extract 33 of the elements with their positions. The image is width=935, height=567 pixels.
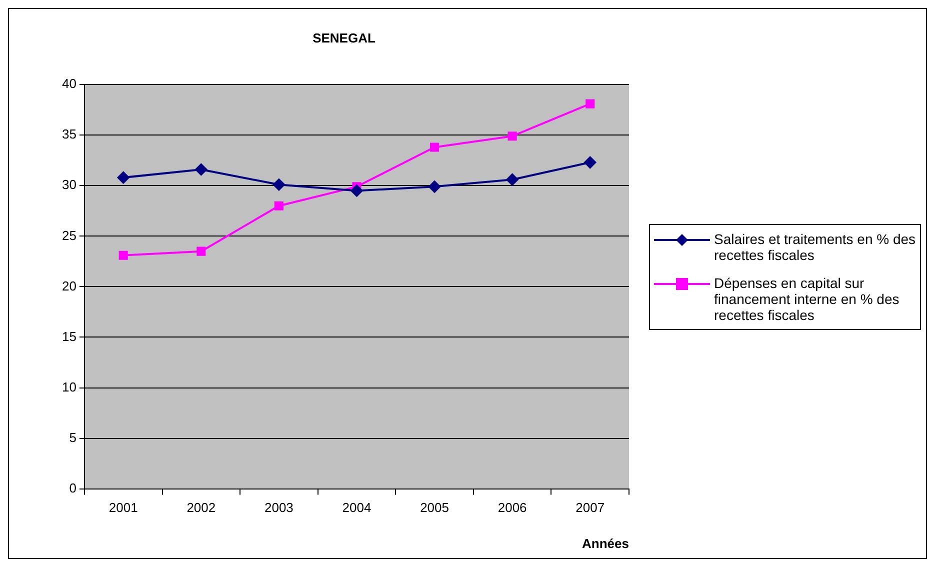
point <box>508 132 517 141</box>
x-tick-label: 2004 <box>342 500 372 516</box>
x-tick-label: 2001 <box>108 500 138 516</box>
point <box>118 250 128 260</box>
point <box>117 172 130 184</box>
point <box>350 184 363 197</box>
point <box>196 246 206 256</box>
x-axis-title: Années <box>582 536 629 551</box>
point <box>272 178 285 191</box>
y-tick-label: 20 <box>62 278 76 294</box>
x-tick-label: 2007 <box>576 500 605 516</box>
point <box>430 142 440 152</box>
chart-title: SENEGAL <box>312 30 376 46</box>
point <box>428 180 441 193</box>
y-tick-label: 5 <box>69 430 76 445</box>
y-tick-label: 30 <box>62 177 76 192</box>
point <box>195 163 208 176</box>
point <box>586 99 595 108</box>
x-tick-label: 2005 <box>420 500 449 516</box>
point <box>584 156 596 168</box>
y-tick-label: 10 <box>62 379 76 394</box>
legend-label: Dépenses en capital sur financement interne en % des recettes fiscales <box>714 275 900 323</box>
x-tick-label: 2006 <box>498 500 527 516</box>
y-tick-label: 25 <box>62 228 76 243</box>
x-tick-label: 2003 <box>264 500 294 516</box>
y-tick-label: 40 <box>62 76 76 92</box>
x-tick-label: 2002 <box>186 500 216 516</box>
y-tick-label: 15 <box>62 328 76 344</box>
y-tick-label: 0 <box>69 480 76 496</box>
y-tick-label: 35 <box>62 126 76 142</box>
point <box>274 201 284 210</box>
point <box>506 174 518 186</box>
legend-label: Salaires et traitements en % des recettes fiscales <box>714 231 916 263</box>
